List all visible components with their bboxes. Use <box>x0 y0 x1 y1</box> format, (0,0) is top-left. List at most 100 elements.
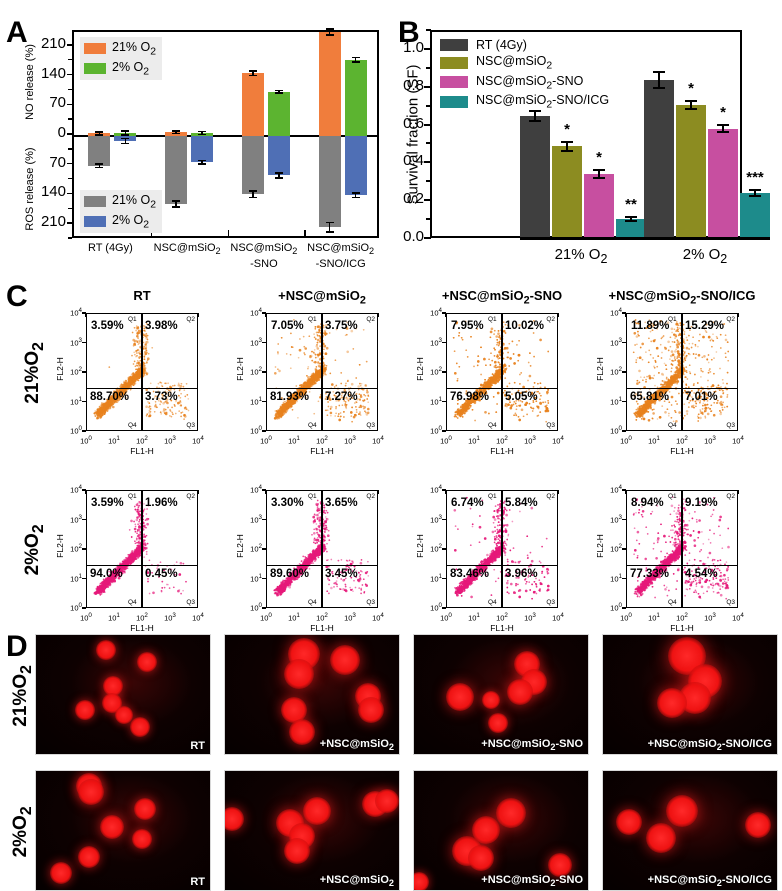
panel-a-errorbar <box>252 189 254 199</box>
panel-c-xtick: 103 <box>164 435 176 446</box>
panel-c-pct-q2: 5.84% <box>505 497 538 509</box>
panel-b-ytick-mark <box>424 237 431 239</box>
panel-b-ytick-mark <box>424 85 431 88</box>
panel-c-xtick-mark <box>445 313 447 317</box>
panel-b-ytick: 0.8 <box>403 76 424 94</box>
panel-b-legend-label: NSC@mSiO2 <box>476 54 553 72</box>
panel-a-ytick: 70 <box>49 153 66 171</box>
panel-c-xtick-mark <box>625 490 627 494</box>
panel-c-xtick: 104 <box>552 435 564 446</box>
panel-d-micrograph: RT <box>35 634 211 755</box>
panel-a-ytick-minor <box>68 148 72 150</box>
panel-c-pct-q4: 94.0% <box>90 567 123 580</box>
panel-b-errorbar-cap <box>529 120 541 123</box>
panel-d-micrograph: +NSC@mSiO2-SNO <box>413 634 589 755</box>
panel-d-caption: +NSC@mSiO2-SNO/ICG <box>647 873 772 888</box>
panel-c-quadrant-tag: Q3 <box>366 599 375 606</box>
panel-c-ytick: 104 <box>250 307 262 318</box>
panel-c-xaxis-title: FL1-H <box>490 623 514 633</box>
panel-c-quadrant-tag: Q2 <box>186 316 195 323</box>
panel-d-cell <box>506 678 533 705</box>
panel-a-errorbar-cap <box>95 163 104 165</box>
panel-c-xtick: 103 <box>524 612 536 623</box>
panel-c-ytick-mark <box>442 371 446 373</box>
panel-c-pct-q2: 3.65% <box>325 497 358 509</box>
panel-c-quadrant-tag: Q3 <box>726 599 735 606</box>
panel-a-errorbar-cap <box>95 166 104 169</box>
panel-b-errorbar-cap <box>625 215 637 218</box>
panel-d-cell <box>225 807 245 832</box>
panel-b-legend-swatch <box>440 56 468 69</box>
panel-c-ytick-mark <box>622 518 626 521</box>
panel-a-plot-area: 21% O2 2% O2 21% O2 2% O2 <box>72 28 379 238</box>
panel-b-group-label: 2% O2 <box>682 246 728 266</box>
panel-d-cell <box>616 808 643 835</box>
panel-c-ytick-mark <box>442 341 446 344</box>
panel-c-ytick-mark <box>262 548 266 550</box>
panel-c-ytick: 104 <box>430 484 442 495</box>
panel-a-xtick: NSC@mSiO2 <box>153 242 221 257</box>
panel-a-xtick-mark <box>227 230 229 236</box>
panel-d-cell <box>283 658 314 689</box>
panel-a-bars <box>74 28 377 236</box>
panel-b-errorbar <box>630 215 632 223</box>
panel-d-micrograph: +NSC@mSiO2 <box>224 634 400 755</box>
panel-b-legend-label: NSC@mSiO2-SNO <box>476 73 584 92</box>
panel-b-legend: RT (4Gy) NSC@mSiO2 NSC@mSiO2-SNO NSC@mSiO2-… <box>440 38 609 111</box>
panel-c-ytick: 100 <box>430 425 442 436</box>
panel-c-quadrant-tag: Q1 <box>668 493 677 500</box>
panel-a-errorbar-cap <box>248 74 257 77</box>
panel-a-ytick-minor <box>68 207 72 210</box>
panel-d-cell <box>284 837 311 864</box>
panel-c-ytick: 101 <box>430 395 442 407</box>
panel-d-background-glow <box>414 635 588 754</box>
panel-b-bar <box>740 192 770 240</box>
panel-d-cell <box>414 872 430 890</box>
panel-c-row-label: 2%O2 <box>22 524 47 576</box>
panel-a-errorbar-cap <box>325 28 334 30</box>
panel-a-errorbar-cap <box>274 177 283 179</box>
panel-a-xtick-mark <box>150 230 153 236</box>
panel-c-ytick-mark <box>262 607 266 609</box>
panel-c-ytick: 100 <box>250 602 262 613</box>
panel-d-cell <box>744 812 771 839</box>
panel-c-ytick: 103 <box>250 336 262 348</box>
panel-c-scatter-plot: Q1 Q2 Q4 Q3 11.89% 15.29% 65.81% 7.01% <box>626 313 738 431</box>
panel-b-errorbar-cap <box>717 130 729 133</box>
panel-c-ytick-mark <box>262 577 266 580</box>
panel-c-xtick: 101 <box>108 612 120 623</box>
panel-d-cell <box>129 716 150 737</box>
panel-c-column-title: +NSC@mSiO2-SNO <box>441 288 563 307</box>
panel-a-errorbar <box>354 192 357 199</box>
panel-a-ytick-minor <box>68 237 72 239</box>
panel-b-errorbar <box>690 100 692 111</box>
panel-c-scatter-plot: Q1 Q2 Q4 Q3 8.94% 9.19% 77.33% 4.54% <box>626 490 738 608</box>
panel-b-errorbar <box>658 71 660 90</box>
panel-c-ytick: 103 <box>610 513 622 525</box>
panel-c-ytick: 104 <box>610 484 622 495</box>
panel-c-xtick: 101 <box>108 435 120 446</box>
panel-c-ytick-mark <box>442 607 446 609</box>
panel-c-pct-q1: 3.59% <box>91 497 124 509</box>
panel-c-quadrant-tag: Q3 <box>546 599 555 606</box>
panel-c-quadrant-tag: Q1 <box>668 316 677 323</box>
panel-c-ytick: 103 <box>430 513 442 525</box>
panel-c-pct-q3: 7.27% <box>325 390 358 403</box>
panel-d-background-glow <box>36 635 210 754</box>
panel-c-ytick-mark <box>622 371 626 373</box>
panel-c-pct-q4: 81.93% <box>270 390 310 403</box>
panel-a-errorbar-cap <box>198 130 207 133</box>
panel-b-errorbar-cap <box>685 100 697 103</box>
panel-c-ytick: 104 <box>610 307 622 318</box>
panel-c-ytick-mark <box>442 489 446 491</box>
panel-a-xtick: NSC@mSiO2 -SNO/ICG <box>307 242 375 271</box>
panel-c-ytick: 101 <box>250 572 262 584</box>
panel-a-legend-ros-item-row: 2% O2 <box>84 213 156 230</box>
panel-c-xtick: 100 <box>80 612 92 623</box>
panel-a-legend-no: 21% O2 2% O2 <box>80 37 163 80</box>
panel-c-scatter-plot: Q1 Q2 Q4 Q3 7.05% 3.75% 81.93% 7.27% <box>266 313 378 431</box>
panel-a-errorbar-cap <box>172 132 181 135</box>
panel-c-quadrant-divider-vertical <box>501 314 503 430</box>
panel-a-errorbar-cap <box>95 131 104 133</box>
panel-a-bar <box>344 136 367 196</box>
